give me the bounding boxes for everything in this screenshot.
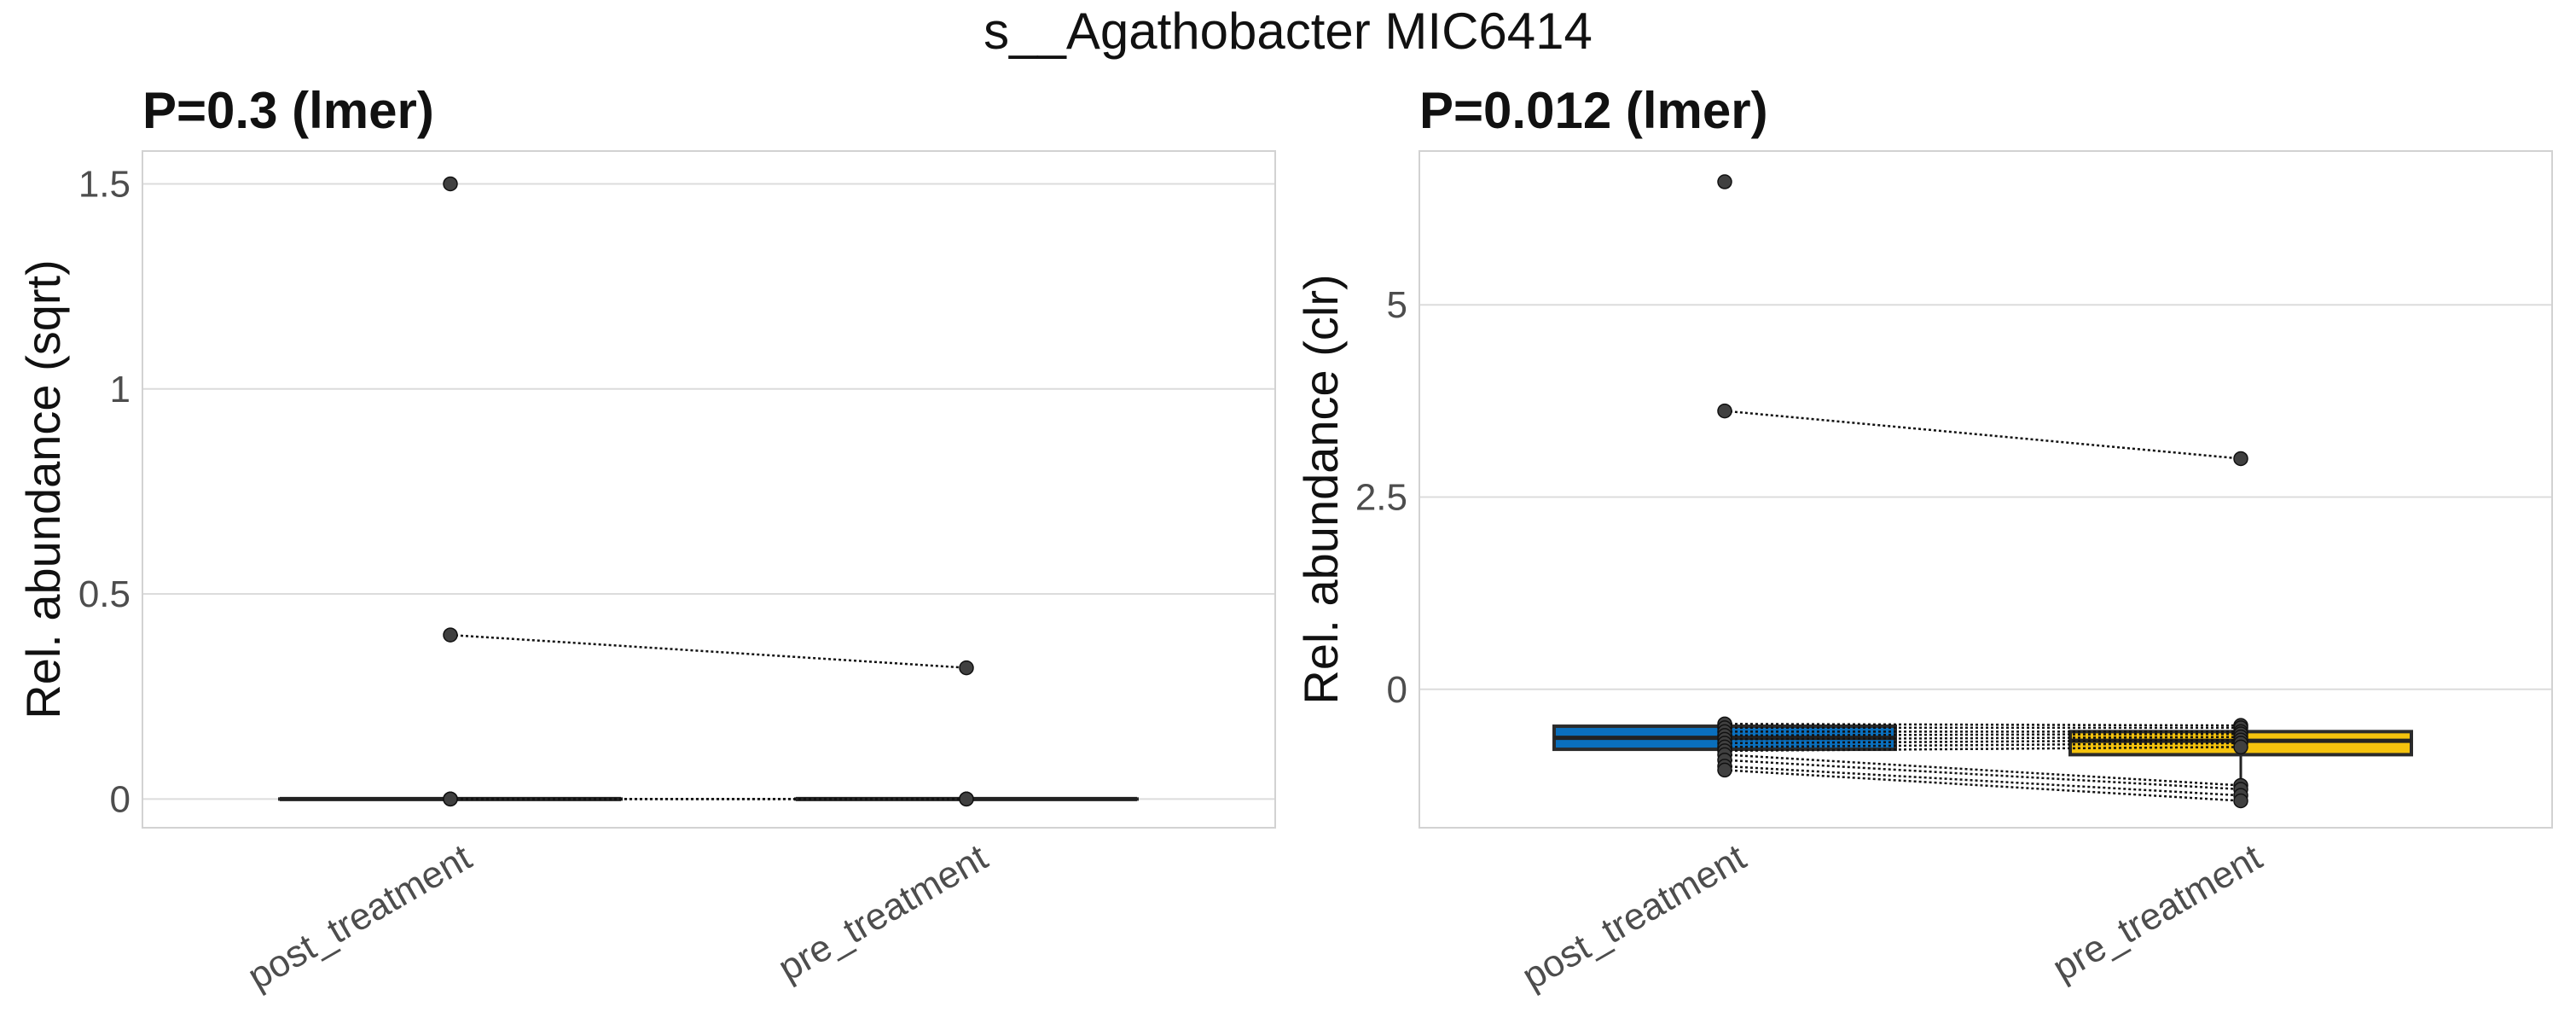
data-point-pre [2233,739,2248,755]
pair-line [1724,739,2242,745]
data-point-pre [2233,451,2248,467]
x-tick-label: pre_treatment [771,836,995,989]
x-tick-label: post_treatment [1515,836,1753,998]
data-point-pre [959,791,974,807]
pair-line [1724,742,2242,748]
x-tick-label: pre_treatment [2045,836,2269,989]
y-tick-label: 1 [110,369,131,410]
panel-border [142,150,1276,829]
y-tick-label: 2.5 [1355,477,1407,519]
figure-title: s__Agathobacter MIC6414 [983,3,1593,60]
y-tick-label: 5 [1387,284,1407,326]
y-axis-label: Rel. abundance (sqrt) [16,259,70,719]
pair-line [1724,723,2242,727]
y-tick-label: 0 [110,778,131,820]
panel-2 [1419,150,2553,829]
pair-line [1724,769,2242,802]
panel-1 [142,150,1276,829]
y-tick-label: 0.5 [78,573,131,615]
data-point-pre [2233,793,2248,809]
data-point-outlier [1717,174,1732,189]
data-point-outlier [443,176,458,192]
data-point-post [443,791,458,807]
pair-line [450,633,967,669]
pair-line [1724,736,2242,741]
pair-line [1724,765,2242,797]
y-tick-label: 1.5 [78,163,131,205]
data-point-pre [959,660,974,676]
pair-line [1724,732,2242,737]
data-point-post [1717,762,1732,778]
pair-line [1724,746,2242,753]
panel-border [1419,150,2553,829]
y-axis-label: Rel. abundance (clr) [1294,274,1348,704]
pair-line [1724,759,2242,791]
panel-title: P=0.3 (lmer) [142,82,434,139]
x-tick-label: post_treatment [241,836,479,998]
data-point-post [443,627,458,643]
y-tick-label: 0 [1387,669,1407,711]
panel-title: P=0.012 (lmer) [1419,82,1768,139]
pair-line [1724,753,2242,787]
pair-line [1724,410,2242,460]
data-point-post [1717,403,1732,419]
